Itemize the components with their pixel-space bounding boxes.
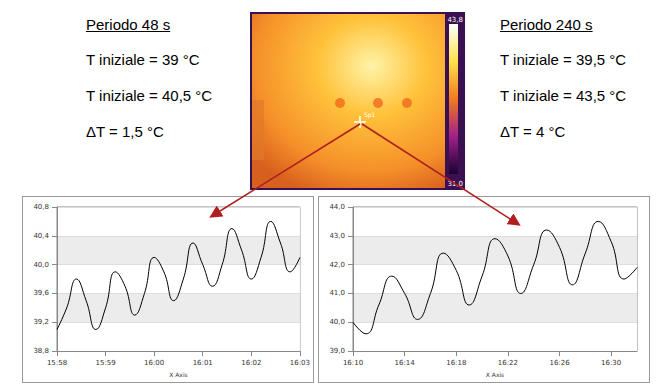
svg-text:15:58: 15:58 bbox=[47, 359, 67, 367]
svg-text:40,4: 40,4 bbox=[33, 232, 49, 240]
svg-text:X Axis: X Axis bbox=[169, 371, 187, 378]
html-text:T iniziale = 39 °C: T iniziale = 39 °C bbox=[86, 51, 200, 68]
svg-text:31,0: 31,0 bbox=[447, 180, 463, 188]
svg-text:42,0: 42,0 bbox=[329, 261, 345, 269]
svg-text:16:30: 16:30 bbox=[601, 359, 621, 367]
html-text:ΔT = 4 °C: ΔT = 4 °C bbox=[500, 123, 566, 140]
svg-text:39,2: 39,2 bbox=[33, 318, 49, 326]
svg-text:16:10: 16:10 bbox=[343, 359, 363, 367]
svg-text:16:18: 16:18 bbox=[446, 359, 466, 367]
svg-text:39,0: 39,0 bbox=[329, 347, 345, 355]
svg-text:16:00: 16:00 bbox=[144, 359, 164, 367]
svg-text:X Axis: X Axis bbox=[486, 371, 504, 378]
svg-text:16:02: 16:02 bbox=[241, 359, 261, 367]
svg-text:41,0: 41,0 bbox=[329, 289, 345, 297]
html-text:ΔT = 1,5 °C: ΔT = 1,5 °C bbox=[86, 123, 164, 140]
svg-text:16:01: 16:01 bbox=[193, 359, 213, 367]
svg-text:16:26: 16:26 bbox=[549, 359, 570, 367]
html-text:Periodo 48 s: Periodo 48 s bbox=[86, 16, 171, 33]
html-text:T iniziale = 39,5 °C: T iniziale = 39,5 °C bbox=[500, 51, 627, 68]
svg-text:15:59: 15:59 bbox=[95, 359, 115, 367]
html-text:T iniziale = 40,5 °C: T iniziale = 40,5 °C bbox=[86, 87, 213, 104]
svg-text:39,6: 39,6 bbox=[33, 289, 49, 297]
svg-text:40,0: 40,0 bbox=[329, 318, 345, 326]
svg-text:43,8: 43,8 bbox=[447, 16, 463, 24]
svg-text:40,8: 40,8 bbox=[33, 203, 49, 211]
svg-text:40,0: 40,0 bbox=[33, 261, 49, 269]
svg-text:43,0: 43,0 bbox=[329, 232, 345, 240]
html-text:T iniziale = 43,5 °C: T iniziale = 43,5 °C bbox=[500, 87, 627, 104]
svg-text:44,0: 44,0 bbox=[329, 203, 345, 211]
svg-text:16:22: 16:22 bbox=[498, 359, 518, 367]
html-text:Periodo 240 s: Periodo 240 s bbox=[500, 16, 593, 33]
svg-text:16:03: 16:03 bbox=[290, 359, 310, 367]
svg-text:Sp1: Sp1 bbox=[364, 111, 376, 119]
svg-text:38,8: 38,8 bbox=[33, 347, 49, 355]
svg-text:16:14: 16:14 bbox=[395, 359, 416, 367]
